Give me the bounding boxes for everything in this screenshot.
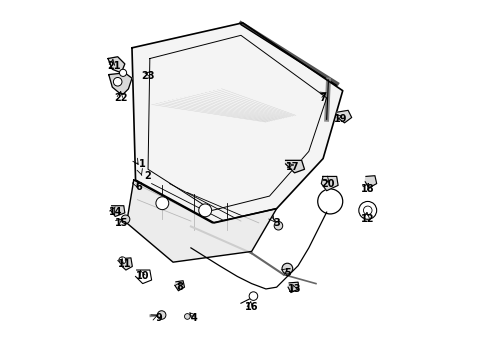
Text: 5: 5 [284, 268, 290, 278]
Text: 3: 3 [273, 218, 280, 228]
Circle shape [282, 263, 292, 274]
Polygon shape [132, 23, 342, 223]
Polygon shape [126, 180, 276, 262]
Text: 15: 15 [114, 218, 128, 228]
Circle shape [157, 311, 165, 319]
Circle shape [358, 202, 376, 219]
Polygon shape [321, 176, 337, 191]
Polygon shape [365, 176, 376, 188]
Text: 13: 13 [287, 284, 301, 294]
Polygon shape [108, 57, 124, 73]
Circle shape [274, 221, 282, 230]
Polygon shape [285, 160, 304, 173]
Text: 22: 22 [114, 93, 128, 103]
Text: 8: 8 [176, 282, 183, 292]
Text: 20: 20 [321, 179, 334, 189]
Polygon shape [175, 281, 184, 291]
Text: 19: 19 [333, 114, 347, 124]
Text: 9: 9 [155, 312, 162, 323]
Text: 21: 21 [107, 61, 121, 71]
Text: 10: 10 [136, 271, 149, 282]
Circle shape [121, 215, 130, 224]
Text: 17: 17 [285, 162, 299, 172]
Circle shape [119, 257, 125, 264]
Text: 18: 18 [360, 184, 374, 194]
Circle shape [363, 206, 371, 215]
Text: 11: 11 [118, 259, 131, 269]
Circle shape [113, 77, 122, 86]
Text: 1: 1 [139, 159, 146, 169]
Polygon shape [287, 282, 298, 293]
Text: 14: 14 [109, 207, 122, 217]
Circle shape [198, 204, 211, 217]
Circle shape [248, 292, 257, 300]
Polygon shape [121, 258, 132, 270]
Polygon shape [337, 111, 351, 123]
Text: 7: 7 [319, 93, 326, 103]
Circle shape [156, 197, 168, 210]
Text: 16: 16 [244, 302, 258, 312]
Text: 4: 4 [191, 312, 198, 323]
Text: 2: 2 [144, 171, 151, 181]
Circle shape [184, 314, 190, 319]
Text: 23: 23 [141, 71, 155, 81]
Text: 6: 6 [136, 182, 142, 192]
Polygon shape [108, 73, 132, 94]
Circle shape [119, 69, 126, 76]
Polygon shape [110, 206, 124, 216]
Text: 12: 12 [360, 214, 374, 224]
